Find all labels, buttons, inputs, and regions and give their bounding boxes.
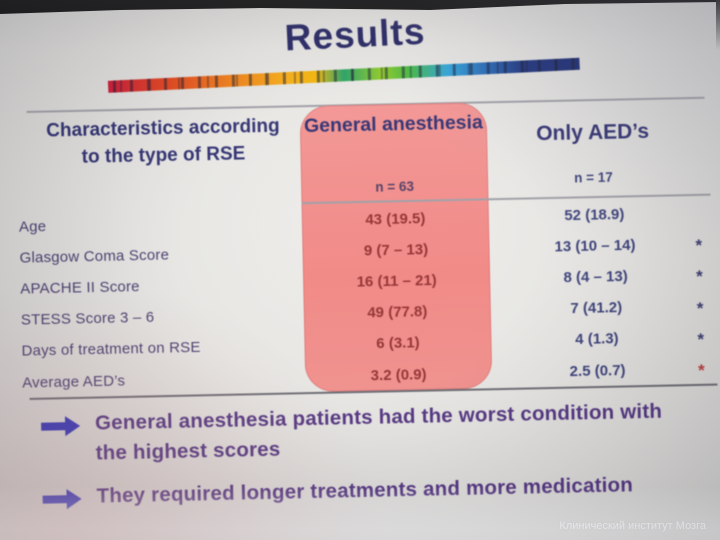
significance-marker: * — [695, 267, 703, 287]
results-table: Age 43 (19.5) 52 (18.9) Glasgow Coma Sco… — [0, 196, 720, 398]
sample-size-only-aeds: n = 17 — [574, 169, 614, 186]
significance-marker: * — [696, 298, 704, 318]
significance-marker: * — [695, 236, 703, 256]
only-aeds-value: 7 (41.2) — [570, 299, 623, 318]
slide-content: Results Characteristics according to the… — [0, 5, 720, 540]
conclusions: General anesthesia patients had the wors… — [3, 395, 720, 526]
row-label: APACHE II Score — [20, 278, 140, 298]
arrow-icon — [42, 489, 82, 510]
row-label: Days of treatment on RSE — [21, 339, 201, 360]
footer-credit: Клинический институт Мозга — [559, 520, 706, 532]
only-aeds-value: 4 (1.3) — [575, 330, 619, 349]
general-anesthesia-value: 49 (77.8) — [367, 303, 428, 322]
only-aeds-value: 2.5 (0.7) — [569, 361, 626, 380]
column-header-general-anesthesia: General anesthesia — [303, 111, 484, 138]
column-header-characteristics: Characteristics according to the type of… — [46, 115, 280, 168]
general-anesthesia-value: 6 (3.1) — [376, 334, 420, 353]
conclusion-item: They required longer treatments and more… — [4, 468, 720, 513]
conclusion-item: General anesthesia patients had the wors… — [3, 395, 720, 470]
general-anesthesia-value: 3.2 (0.9) — [370, 365, 427, 384]
general-anesthesia-value: 43 (19.5) — [365, 209, 426, 228]
column-header-only-aeds: Only AED’s — [535, 119, 650, 146]
general-anesthesia-value: 16 (11 – 21) — [356, 271, 437, 291]
right-bezel — [716, 0, 720, 50]
only-aeds-value: 52 (18.9) — [564, 205, 625, 224]
bullet-text: General anesthesia patients had the wors… — [94, 399, 663, 465]
bullet-text: They required longer treatments and more… — [96, 473, 634, 508]
only-aeds-value: 8 (4 – 13) — [563, 267, 628, 287]
significance-marker: * — [697, 360, 705, 380]
row-label: Glasgow Coma Score — [19, 246, 170, 267]
row-label: Average AED’s — [22, 371, 126, 392]
general-anesthesia-value: 9 (7 – 13) — [363, 240, 429, 260]
only-aeds-value: 13 (10 – 14) — [554, 236, 636, 256]
significance-marker: * — [697, 329, 705, 349]
arrow-icon — [41, 416, 81, 437]
slide-title: Results — [283, 10, 427, 59]
row-label: STESS Score 3 – 6 — [20, 308, 155, 329]
row-label: Age — [18, 217, 47, 236]
